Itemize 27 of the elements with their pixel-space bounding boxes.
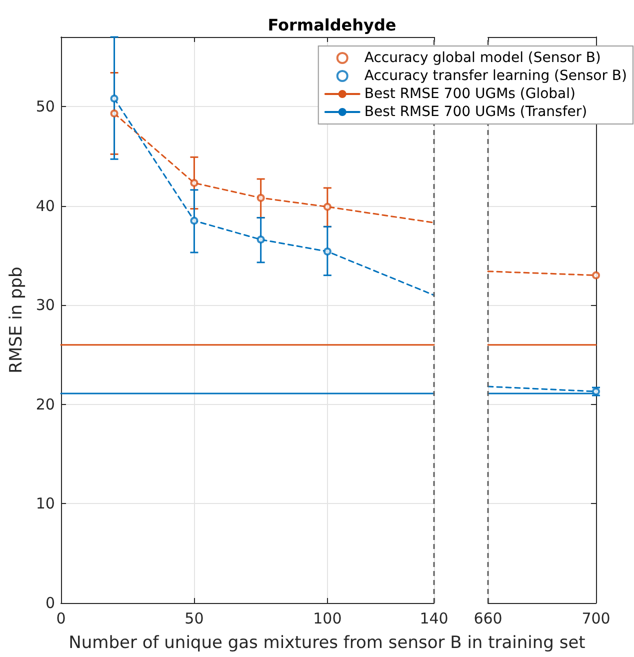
x-axis-title: Number of unique gas mixtures from sensor B in training set	[68, 633, 586, 653]
point	[110, 109, 118, 118]
y-tick-label: 10	[36, 494, 55, 513]
y-tick-label: 0	[45, 594, 55, 612]
legend-label: Accuracy global model (Sensor B)	[364, 50, 601, 66]
y-tick-label: 40	[36, 196, 55, 215]
y-tick-label: 20	[36, 395, 55, 414]
x-tick-label: 100	[313, 610, 342, 628]
point	[190, 216, 198, 225]
legend-label: Best RMSE 700 UGMs (Global)	[364, 86, 576, 102]
legend-label: Accuracy transfer learning (Sensor B)	[364, 68, 628, 84]
x-tick-label: 0	[56, 610, 66, 628]
y-axis-title: RMSE in ppb	[6, 266, 26, 374]
point	[256, 194, 265, 202]
legend-label: Best RMSE 700 UGMs (Transfer)	[364, 104, 588, 120]
point	[190, 178, 198, 187]
point	[110, 94, 118, 103]
point	[323, 247, 332, 256]
y-tick-label: 50	[36, 98, 55, 116]
x-tick-label: 50	[184, 610, 204, 628]
point	[256, 236, 265, 244]
y-tick-label: 30	[36, 296, 55, 314]
point	[323, 202, 332, 211]
x-tick-label: 700	[582, 610, 610, 628]
chart-title: Formaldehyde	[268, 16, 396, 34]
x-tick-label: 140	[420, 610, 448, 628]
x-tick-label: 660	[474, 610, 502, 628]
